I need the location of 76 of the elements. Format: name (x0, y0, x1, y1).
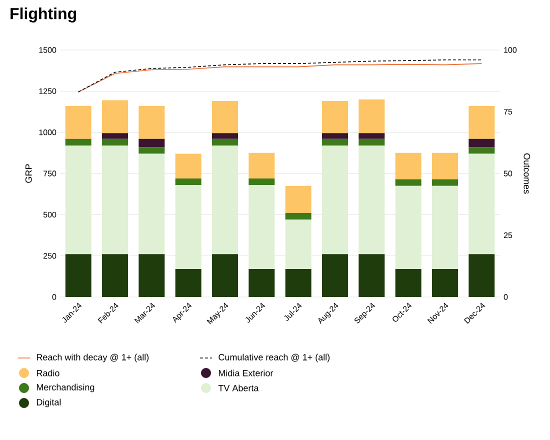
bar (322, 133, 348, 139)
bar (175, 178, 202, 186)
legend-label: Digital (36, 398, 61, 408)
y-tick-label: 500 (43, 212, 56, 218)
bar (285, 186, 312, 214)
y2-tick-label: 75 (504, 108, 512, 115)
bar (138, 138, 165, 148)
legend-label: Merchandising (36, 384, 94, 392)
bar (138, 106, 165, 139)
bar (65, 138, 92, 146)
y-axis-title: GRP (25, 164, 32, 183)
bar (395, 179, 422, 186)
bar (138, 147, 165, 154)
bar (322, 254, 348, 297)
y-tick-label: 0 (52, 294, 56, 300)
bar (358, 99, 385, 134)
bar (65, 254, 92, 297)
bar (358, 146, 385, 254)
y2-tick-label: 0 (504, 294, 508, 300)
bar (248, 269, 275, 297)
bar (432, 269, 458, 297)
legend-label: Reach with decay @ 1+ (all) (36, 354, 149, 362)
y2-tick-label: 25 (504, 232, 512, 238)
bar (468, 147, 495, 154)
bar (285, 213, 312, 220)
bar (395, 152, 422, 180)
bar (102, 146, 128, 254)
y2-tick-label: 50 (504, 170, 512, 176)
bar (285, 220, 312, 270)
bar (322, 146, 348, 254)
bar (248, 152, 275, 178)
bar (212, 138, 238, 146)
bar (468, 106, 495, 139)
bar (212, 101, 238, 134)
bar (285, 269, 312, 297)
bar (102, 254, 128, 297)
bar (175, 269, 202, 297)
bar (322, 138, 348, 146)
bar (212, 254, 238, 297)
y2-tick-label: 100 (504, 47, 517, 53)
bar (358, 138, 385, 146)
bar (468, 154, 495, 254)
y2-axis-title: Outcomes (524, 153, 530, 194)
bar (322, 101, 348, 134)
bar (248, 178, 275, 186)
bar (102, 138, 128, 146)
bar (65, 106, 92, 139)
chart-title: Flighting (10, 8, 76, 23)
bar (432, 152, 458, 180)
bar (248, 185, 275, 270)
legend-label: Midia Exterior (218, 370, 274, 376)
bar (432, 179, 458, 186)
bar (395, 269, 422, 297)
bar (358, 133, 385, 139)
y-tick-label: 250 (44, 253, 56, 259)
y-tick-label: 1500 (39, 47, 56, 53)
bar (395, 186, 422, 270)
legend-label: TV Aberta (218, 384, 259, 392)
bar (468, 254, 495, 297)
bar (175, 154, 202, 178)
bar (468, 138, 495, 148)
bar (102, 133, 128, 139)
bar (138, 254, 165, 297)
bar (212, 133, 238, 139)
bar (432, 186, 458, 270)
bar (102, 100, 128, 134)
bar (212, 146, 238, 254)
y-tick-label: 1250 (39, 88, 56, 94)
bar (65, 146, 92, 254)
bar (358, 254, 385, 297)
y-tick-label: 750 (44, 170, 56, 176)
legend-label: Radio (36, 370, 60, 376)
legend-label: Cumulative reach @ 1+ (all) (218, 354, 330, 362)
y-tick-label: 1000 (39, 130, 56, 136)
bar (175, 185, 202, 270)
bar (138, 154, 165, 254)
